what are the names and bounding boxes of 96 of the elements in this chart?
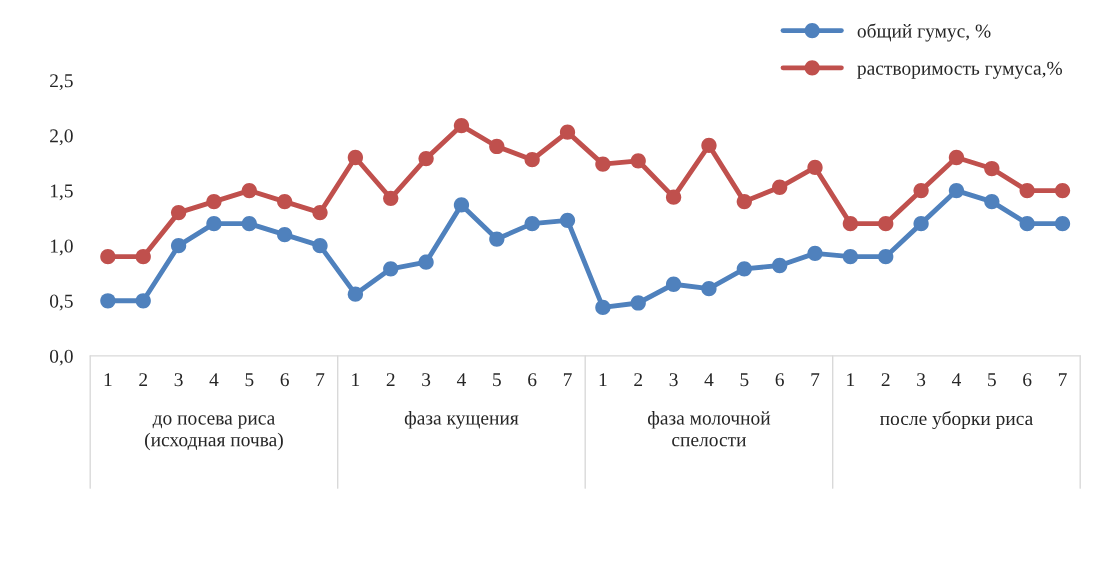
- point: [347, 149, 364, 166]
- point: [984, 160, 1000, 177]
- point: [772, 257, 788, 274]
- x-tick-label: 5: [740, 373, 749, 387]
- x-tick-label: 7: [811, 373, 820, 387]
- point: [559, 212, 576, 228]
- point: [170, 238, 187, 254]
- point: [736, 193, 752, 210]
- text: после уборки риса: [880, 410, 1033, 430]
- x-tick-label: 6: [1023, 373, 1032, 387]
- x-tick-label: 5: [988, 373, 996, 387]
- y-tick-label: 0,0: [49, 349, 73, 366]
- y-tick-label: 1,5: [50, 184, 73, 201]
- text: фаза кущения: [404, 410, 519, 429]
- point: [878, 249, 894, 265]
- x-tick-label: 2: [881, 373, 890, 387]
- point: [984, 193, 1000, 210]
- point: [948, 182, 965, 199]
- point: [772, 179, 788, 195]
- point: [453, 197, 470, 213]
- point: [913, 182, 929, 199]
- x-tick-label: 1: [847, 373, 855, 387]
- x-tick-label: 2: [386, 373, 395, 387]
- x-tick-label: 4: [951, 373, 962, 387]
- point: [701, 281, 717, 297]
- point: [807, 245, 823, 262]
- x-tick-label: 1: [352, 373, 360, 387]
- point: [630, 295, 646, 311]
- point: [665, 189, 682, 205]
- point: [913, 215, 929, 232]
- text: фаза молочной спелости: [647, 410, 771, 447]
- x-tick-label: 7: [316, 373, 325, 387]
- text: до посева риса (исходная почва): [145, 415, 283, 451]
- point: [453, 117, 470, 134]
- point: [948, 149, 965, 166]
- point: [312, 204, 328, 221]
- point: [736, 261, 752, 277]
- point: [135, 293, 151, 309]
- y-tick-label: 2,5: [50, 74, 73, 91]
- point: [489, 138, 505, 155]
- point: [100, 249, 116, 265]
- x-tick-label: 3: [669, 373, 678, 387]
- x-tick-label: 1: [104, 373, 112, 387]
- legend-label: растворимость гумуса,%: [857, 61, 1063, 79]
- point: [701, 137, 717, 154]
- point: [807, 159, 823, 176]
- point: [1019, 182, 1035, 199]
- x-tick-label: 1: [599, 373, 607, 387]
- point: [100, 293, 116, 309]
- x-tick-label: 2: [634, 373, 643, 387]
- point: [1019, 215, 1035, 232]
- y-tick-label: 2,0: [50, 129, 73, 146]
- x-tick-label: 5: [245, 373, 254, 387]
- point: [524, 152, 540, 168]
- point: [1054, 215, 1071, 232]
- x-tick-label: 3: [174, 373, 183, 387]
- point: [312, 238, 328, 254]
- y-tick-label: 1,0: [50, 239, 73, 256]
- point: [524, 215, 540, 232]
- legend-label: общий гумус, %: [857, 23, 991, 42]
- point: [878, 215, 894, 232]
- point: [595, 156, 611, 172]
- point: [241, 215, 257, 232]
- x-tick-label: 4: [209, 373, 219, 387]
- x-tick-label: 6: [280, 373, 289, 387]
- point: [170, 204, 187, 221]
- point: [595, 299, 611, 316]
- x-tick-label: 3: [422, 373, 431, 387]
- x-tick-label: 4: [456, 373, 467, 387]
- point: [559, 124, 576, 140]
- point: [206, 215, 222, 232]
- point: [418, 254, 434, 270]
- x-tick-label: 2: [139, 373, 148, 387]
- point: [383, 190, 399, 206]
- x-tick-label: 7: [1058, 373, 1067, 387]
- point: [665, 276, 682, 292]
- y-tick-label: 0,5: [49, 294, 73, 311]
- point: [241, 182, 257, 199]
- x-tick-label: 5: [493, 373, 501, 387]
- point: [630, 153, 646, 169]
- point: [277, 193, 293, 210]
- x-tick-label: 3: [917, 373, 926, 387]
- point: [347, 286, 364, 302]
- x-tick-label: 6: [528, 373, 537, 387]
- point: [277, 227, 293, 243]
- point: [206, 193, 222, 210]
- x-tick-label: 6: [775, 373, 784, 387]
- point: [135, 249, 151, 265]
- point: [1054, 182, 1071, 199]
- point: [489, 231, 505, 247]
- point: [418, 150, 434, 167]
- point: [842, 249, 859, 265]
- x-tick-label: 7: [563, 373, 572, 387]
- point: [842, 215, 859, 232]
- point: [383, 261, 399, 277]
- x-tick-label: 4: [704, 373, 714, 387]
